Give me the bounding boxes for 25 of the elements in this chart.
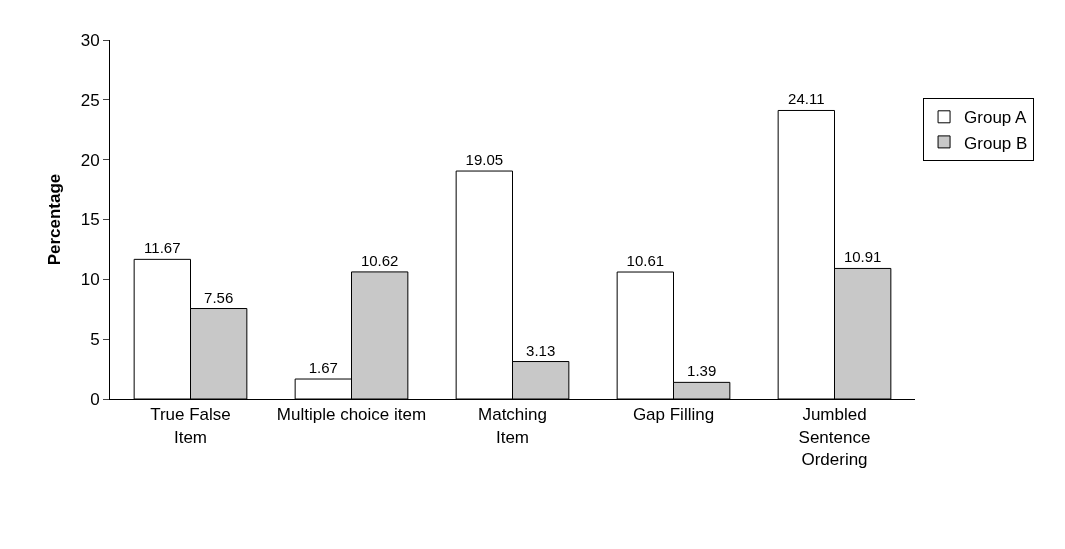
y-tick-label: 20 (80, 150, 100, 170)
data-label: 10.61 (626, 252, 665, 270)
x-tick-label: Gap Filling (632, 405, 715, 425)
y-tick-label: 15 (80, 210, 100, 230)
data-label: 10.91 (843, 248, 882, 266)
data-label: 1.39 (687, 362, 717, 380)
data-label: 11.67 (144, 239, 181, 257)
legend-label: Group A (964, 108, 1028, 128)
data-label: 24.11 (788, 90, 825, 108)
data-label: 3.13 (526, 341, 556, 359)
x-tick-label: Multiple choice item (276, 405, 427, 425)
data-label: 19.05 (465, 151, 504, 169)
y-tick-label: 25 (80, 90, 100, 110)
legend-label: Group B (964, 133, 1028, 153)
data-label: 7.56 (204, 288, 234, 306)
y-tick-label: 30 (80, 30, 100, 50)
y-axis-title: Percentage (45, 173, 65, 266)
x-tick-label: Matching Item (478, 405, 547, 447)
data-label: 1.67 (308, 359, 338, 377)
x-tick-label: Jumbled Sentence Ordering (798, 405, 871, 469)
x-tick-label: True False Item (150, 405, 231, 447)
data-label: 10.62 (360, 251, 399, 269)
y-tick-label: 0 (90, 389, 100, 409)
y-tick-label: 10 (80, 270, 100, 290)
y-tick-label: 5 (90, 330, 100, 350)
